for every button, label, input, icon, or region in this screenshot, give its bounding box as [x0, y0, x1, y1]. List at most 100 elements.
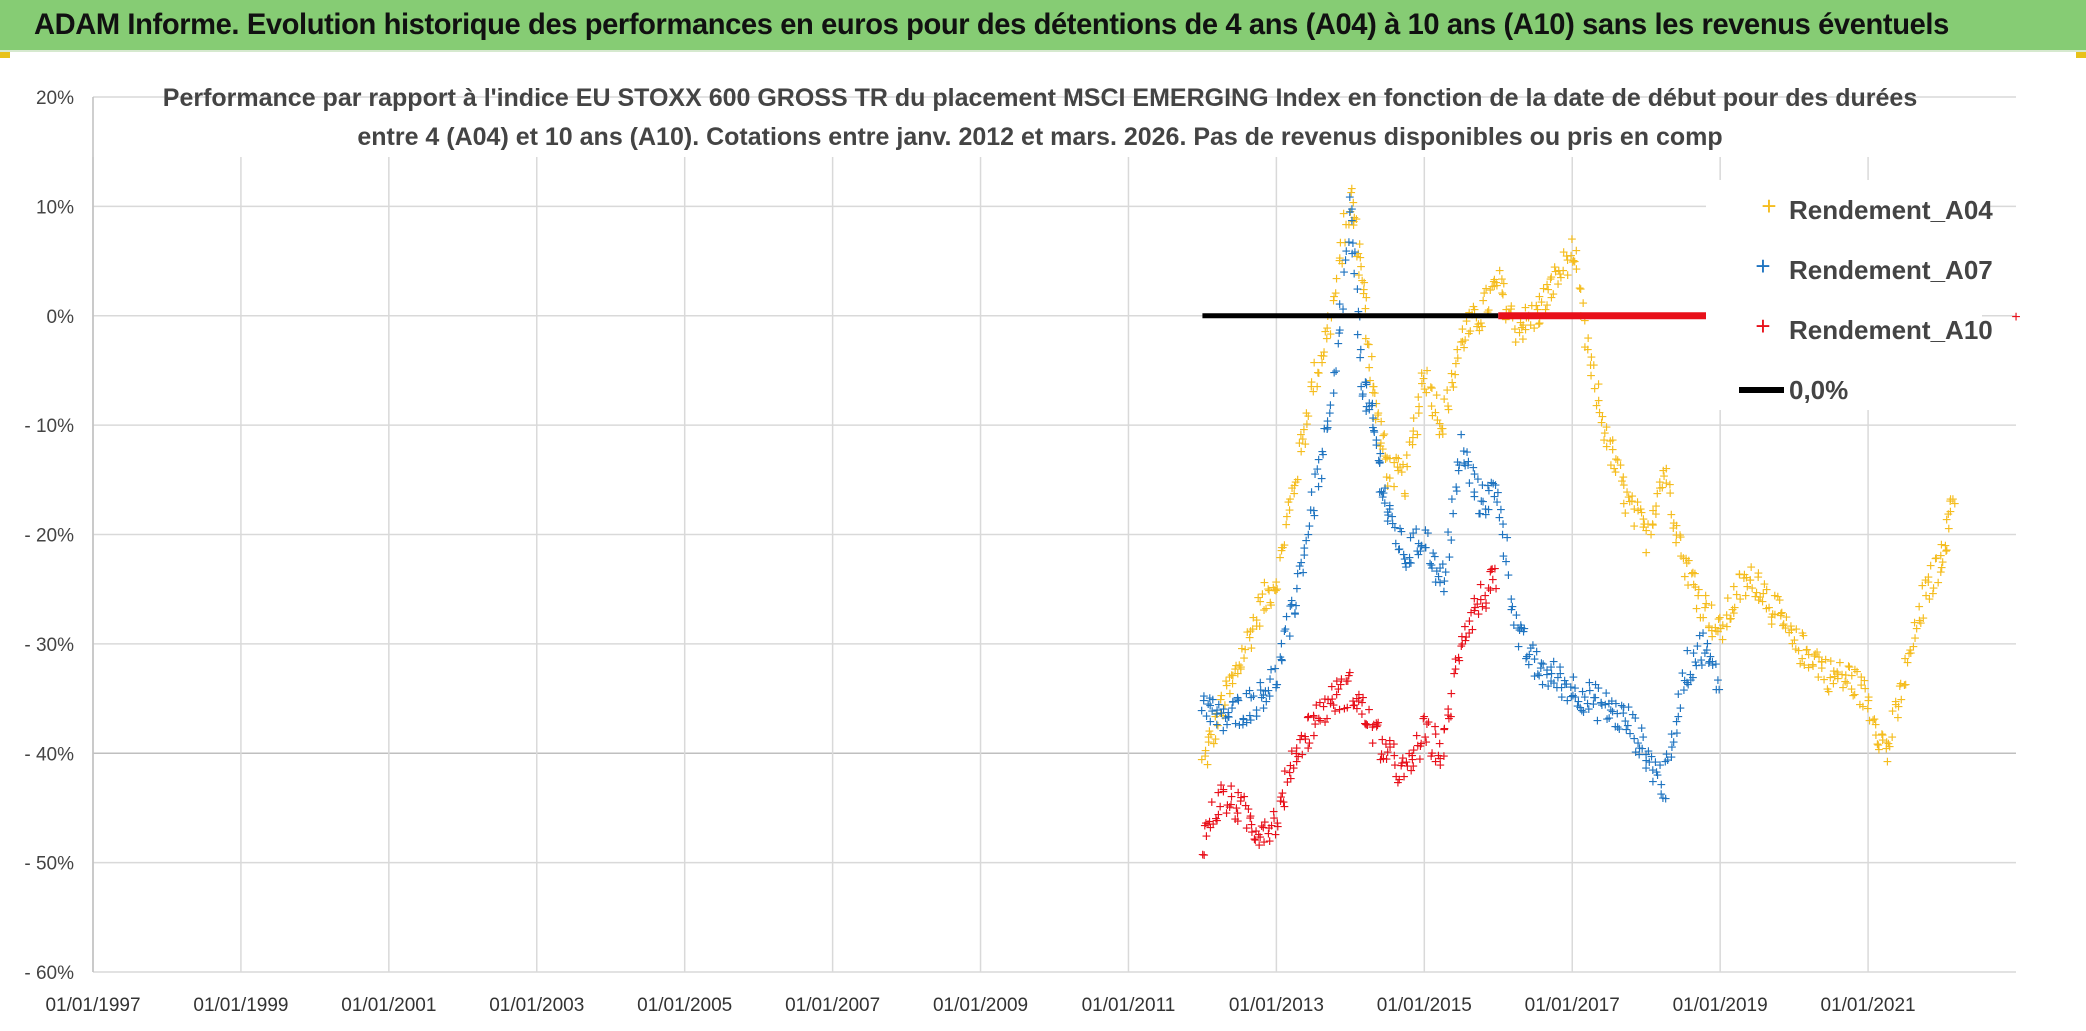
- point-a10: +: [1399, 769, 1408, 786]
- point-a07: +: [1566, 679, 1575, 696]
- point-a04: +: [1648, 503, 1657, 520]
- point-a07: +: [1350, 266, 1359, 283]
- point-a04: +: [1533, 302, 1542, 319]
- point-a10: +: [1446, 709, 1455, 726]
- point-a07: +: [1376, 446, 1385, 463]
- point-a07: +: [1713, 672, 1722, 689]
- point-a07: +: [1395, 541, 1404, 558]
- point-a04: +: [1688, 565, 1697, 582]
- point-a04: +: [1860, 673, 1869, 690]
- point-a04: +: [1671, 535, 1680, 552]
- point-a10: +: [1292, 754, 1301, 771]
- point-a04: +: [1472, 310, 1481, 327]
- point-a04: +: [1829, 676, 1838, 693]
- point-a07: +: [1379, 486, 1388, 503]
- point-a10-edge: +: [2011, 309, 2020, 326]
- point-a07: +: [1705, 654, 1714, 671]
- point-a04: +: [1346, 185, 1355, 202]
- point-a04: +: [1675, 528, 1684, 545]
- point-a10: +: [1413, 738, 1422, 755]
- point-a10: +: [1335, 702, 1344, 719]
- point-a04: +: [1597, 415, 1606, 432]
- point-a04: +: [1840, 674, 1849, 691]
- point-a04: +: [1246, 624, 1255, 641]
- point-a07: +: [1300, 541, 1309, 558]
- legend-label-a04: Rendement_A04: [1789, 195, 1993, 225]
- point-a10: +: [1297, 728, 1306, 745]
- point-a07: +: [1245, 683, 1254, 700]
- point-a10: +: [1415, 752, 1424, 769]
- point-a07: +: [1591, 677, 1600, 694]
- point-a07: +: [1353, 327, 1362, 344]
- point-a04: +: [1233, 666, 1242, 683]
- point-a10: +: [1383, 745, 1392, 762]
- point-a04: +: [1222, 678, 1231, 695]
- point-a10: +: [1314, 711, 1323, 728]
- point-a04: +: [1600, 426, 1609, 443]
- point-a10: +: [1417, 736, 1426, 753]
- point-a04: +: [1692, 601, 1701, 618]
- point-a07: +: [1430, 549, 1439, 566]
- point-a04: +: [1312, 379, 1321, 396]
- point-a07: +: [1535, 668, 1544, 685]
- point-a07: +: [1361, 375, 1370, 392]
- point-a04: +: [1408, 437, 1417, 454]
- point-a04: +: [1405, 435, 1414, 452]
- point-a10: +: [1214, 785, 1223, 802]
- point-a10: +: [1236, 794, 1245, 811]
- point-a10: +: [1256, 829, 1265, 846]
- point-a10: +: [1455, 653, 1464, 670]
- point-a04: +: [1535, 289, 1544, 306]
- point-a07: +: [1538, 656, 1547, 673]
- point-a04: +: [1298, 431, 1307, 448]
- point-a07: +: [1277, 636, 1286, 653]
- point-a04: +: [1252, 618, 1261, 635]
- point-a04: +: [1762, 601, 1771, 618]
- point-a07: +: [1375, 485, 1384, 502]
- point-a04: +: [1307, 374, 1316, 391]
- point-a04: +: [1349, 195, 1358, 212]
- point-a04: +: [1484, 303, 1493, 320]
- point-a04: +: [1725, 611, 1734, 628]
- point-a04: +: [1247, 640, 1256, 657]
- point-a04: +: [1901, 677, 1910, 694]
- point-a04: +: [1817, 654, 1826, 671]
- point-a07: +: [1277, 653, 1286, 670]
- point-a04: +: [1787, 622, 1796, 639]
- point-a04: +: [1216, 692, 1225, 709]
- point-a04: +: [1309, 355, 1318, 372]
- point-a10: +: [1390, 757, 1399, 774]
- point-a07: +: [1478, 478, 1487, 495]
- legend-marker-a04: +: [1761, 191, 1776, 221]
- point-a04: +: [1667, 507, 1676, 524]
- point-a10: +: [1226, 797, 1235, 814]
- point-a10: +: [1368, 735, 1377, 752]
- point-a04: +: [1928, 586, 1937, 603]
- point-a07: +: [1265, 688, 1274, 705]
- point-a07: +: [1313, 462, 1322, 479]
- point-a04: +: [1835, 655, 1844, 672]
- point-a07: +: [1514, 639, 1523, 656]
- point-a07: +: [1285, 628, 1294, 645]
- point-a07: +: [1416, 539, 1425, 556]
- point-a04: +: [1659, 468, 1668, 485]
- point-a07: +: [1521, 651, 1530, 668]
- point-a04: +: [1364, 337, 1373, 354]
- point-a10: +: [1264, 820, 1273, 837]
- point-a07: +: [1233, 690, 1242, 707]
- point-a04: +: [1349, 218, 1358, 235]
- point-a04: +: [1946, 492, 1955, 509]
- point-a07: +: [1438, 556, 1447, 573]
- point-a07: +: [1342, 244, 1351, 261]
- point-a04: +: [1393, 463, 1402, 480]
- point-a04: +: [1662, 461, 1671, 478]
- point-a04: +: [1946, 494, 1955, 511]
- point-a10: +: [1424, 715, 1433, 732]
- point-a07: +: [1405, 550, 1414, 567]
- point-a04: +: [1735, 567, 1744, 584]
- point-a10: +: [1309, 710, 1318, 727]
- point-a07: +: [1425, 556, 1434, 573]
- point-a07: +: [1669, 734, 1678, 751]
- point-a07: +: [1368, 420, 1377, 437]
- point-a10: +: [1336, 677, 1345, 694]
